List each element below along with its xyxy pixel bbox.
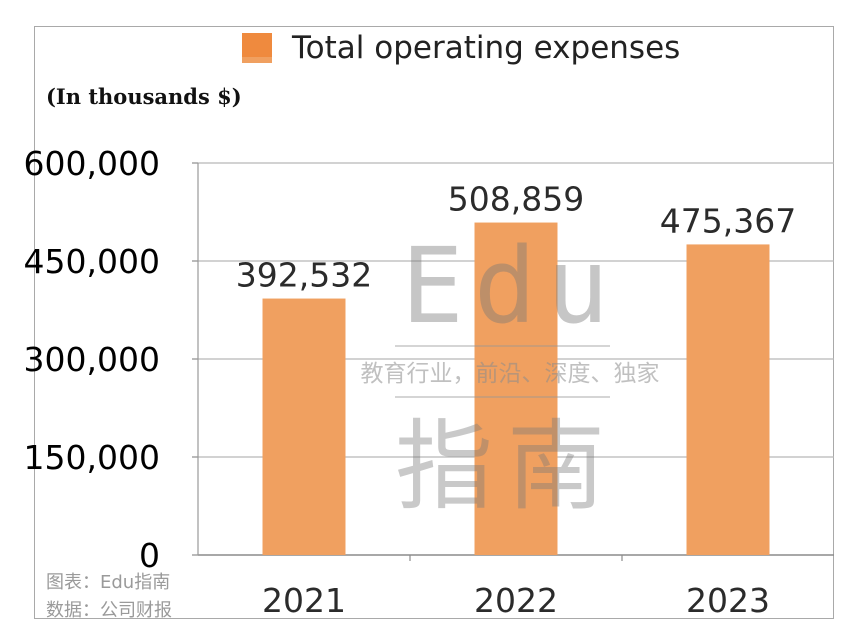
data-label-2021: 392,532 [236,256,372,295]
y-tick-label-4: 600,000 [24,144,160,183]
data-label-2023: 475,367 [660,201,796,240]
bar-2021 [262,298,346,555]
chart-credit: 图表：Edu指南 [46,572,171,593]
x-tick-label-2022: 2022 [474,581,558,620]
y-tick-label-2: 300,000 [24,340,160,379]
bar-2022 [474,222,558,555]
x-tick-label-2021: 2021 [262,581,346,620]
data-label-2022: 508,859 [448,180,584,219]
units-label: (In thousands $) [46,84,242,109]
legend: Total operating expenses [242,28,680,68]
legend-label: Total operating expenses [292,30,681,66]
data-source: 数据：公司财报 [46,600,172,621]
legend-swatch [242,33,272,63]
y-tick-label-1: 150,000 [24,438,160,477]
y-tick-label-3: 450,000 [24,242,160,281]
bar-2023 [686,244,770,556]
x-tick-label-2023: 2023 [686,581,770,620]
y-tick-label-0: 0 [139,536,160,575]
chart-frame [34,26,834,619]
